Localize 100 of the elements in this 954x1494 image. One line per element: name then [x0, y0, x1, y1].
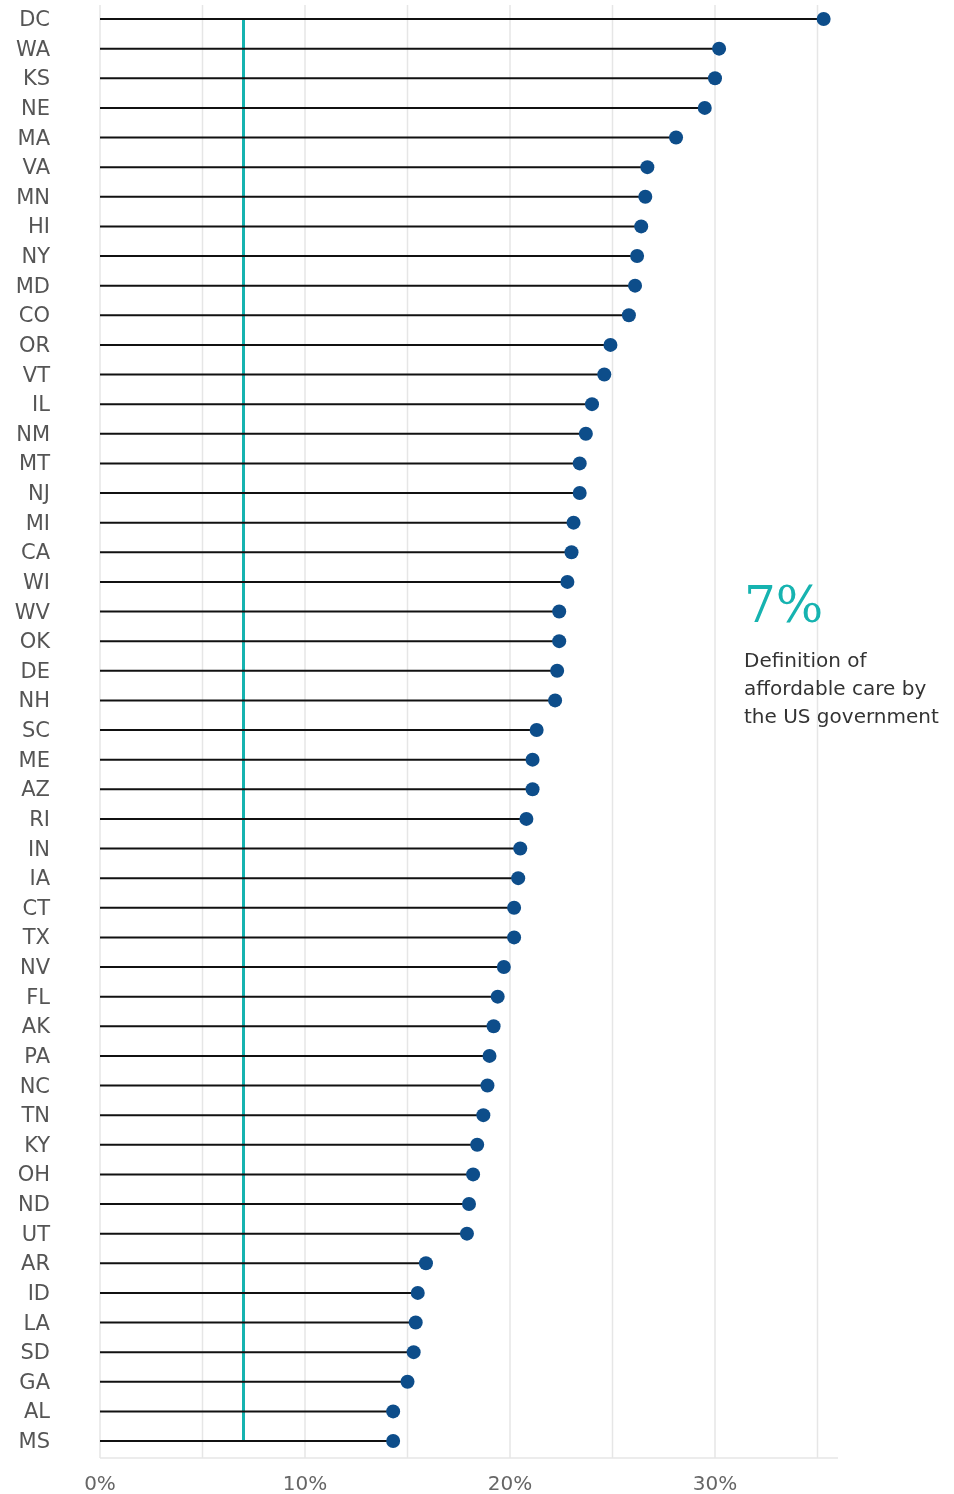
- y-tick-label: MS: [18, 1429, 50, 1453]
- point: [564, 545, 579, 560]
- y-tick-label: HI: [28, 214, 50, 239]
- y-tick-label: OH: [17, 1162, 50, 1187]
- y-tick-label: IL: [32, 392, 51, 417]
- point: [630, 249, 645, 263]
- y-tick-label: ID: [27, 1280, 50, 1305]
- y-tick-label: RI: [29, 806, 50, 831]
- point: [386, 1404, 401, 1419]
- point: [507, 900, 522, 915]
- point: [560, 574, 575, 589]
- point: [486, 1019, 501, 1034]
- x-tick-label: 20%: [487, 1471, 533, 1494]
- y-tick-label: VA: [22, 155, 51, 180]
- y-tick-label: ND: [18, 1192, 50, 1216]
- y-tick-label: UT: [21, 1221, 51, 1246]
- y-tick-label: CO: [18, 303, 50, 328]
- point: [406, 1345, 421, 1360]
- point: [525, 752, 540, 767]
- point: [529, 723, 544, 737]
- point: [476, 1108, 491, 1123]
- y-tick-label: WI: [23, 569, 50, 594]
- y-tick-label: NY: [21, 244, 51, 268]
- y-tick-label: NE: [21, 95, 50, 120]
- y-tick-label: IA: [29, 866, 51, 891]
- point: [525, 782, 540, 797]
- point: [418, 1256, 433, 1271]
- annotation: Definition of affordable care by the US government: [744, 648, 939, 728]
- y-tick-label: NV: [19, 955, 51, 979]
- y-tick-label: IN: [28, 836, 50, 861]
- y-tick-label: WV: [14, 599, 51, 624]
- point: [480, 1078, 495, 1093]
- point: [572, 456, 587, 471]
- point: [408, 1315, 423, 1330]
- y-tick-label: SD: [20, 1340, 50, 1365]
- point: [459, 1226, 474, 1241]
- y-tick-label: LA: [23, 1310, 51, 1335]
- point: [511, 871, 526, 886]
- x-tick-label: 10%: [282, 1471, 328, 1494]
- y-tick-label: MD: [15, 273, 50, 298]
- point: [400, 1374, 415, 1389]
- y-tick-label: NH: [18, 688, 50, 713]
- point: [507, 930, 522, 945]
- y-tick-label: NM: [16, 421, 50, 446]
- point: [578, 426, 593, 441]
- point: [634, 219, 649, 234]
- y-tick-label: MT: [19, 451, 51, 476]
- point: [640, 160, 655, 175]
- point: [712, 41, 727, 56]
- y-tick-label: MN: [16, 184, 50, 209]
- y-tick-label: WA: [16, 36, 51, 61]
- y-tick-label: TN: [20, 1103, 50, 1128]
- point: [603, 337, 618, 352]
- y-tick-label: AK: [21, 1014, 52, 1039]
- point: [496, 960, 511, 974]
- y-tick-label: PA: [24, 1043, 51, 1068]
- point: [621, 308, 636, 323]
- y-tick-label: ME: [18, 747, 50, 772]
- y-tick-label: NC: [19, 1073, 50, 1098]
- point: [669, 130, 684, 145]
- y-tick-label: NJ: [28, 481, 50, 505]
- point: [410, 1285, 425, 1300]
- y-tick-label: AR: [21, 1251, 50, 1276]
- point: [519, 811, 534, 826]
- point: [548, 693, 563, 708]
- point: [490, 989, 505, 1004]
- y-tick-label: AZ: [21, 777, 50, 802]
- x-tick-label: 0%: [84, 1471, 116, 1494]
- y-tick-label: MI: [25, 510, 50, 535]
- y-tick-label: KS: [22, 66, 50, 91]
- point: [572, 486, 587, 500]
- point: [550, 663, 565, 678]
- y-tick-label: DC: [19, 7, 50, 31]
- ref-line-label: 7%: [744, 576, 824, 634]
- y-tick-label: MA: [17, 125, 51, 150]
- y-tick-label: KY: [24, 1132, 51, 1157]
- y-tick-label: AL: [23, 1399, 51, 1424]
- point: [638, 189, 653, 204]
- y-tick-label: OR: [18, 332, 50, 357]
- y-tick-label: DE: [20, 658, 50, 683]
- y-tick-label: SC: [22, 718, 50, 742]
- point: [552, 634, 567, 649]
- point: [697, 100, 712, 115]
- point: [513, 841, 528, 856]
- point: [552, 604, 567, 619]
- point: [597, 367, 612, 382]
- y-tick-label: FL: [26, 984, 51, 1009]
- y-tick-label: CT: [22, 895, 51, 920]
- point: [816, 12, 831, 26]
- point: [585, 397, 599, 412]
- y-tick-label: CA: [20, 540, 51, 565]
- x-tick-label: 30%: [692, 1471, 738, 1494]
- point: [470, 1137, 485, 1152]
- point: [482, 1048, 497, 1063]
- point: [708, 71, 722, 86]
- y-tick-label: GA: [19, 1369, 51, 1394]
- point: [386, 1434, 401, 1448]
- y-tick-label: VT: [22, 362, 51, 387]
- point: [628, 278, 643, 293]
- point: [566, 515, 581, 530]
